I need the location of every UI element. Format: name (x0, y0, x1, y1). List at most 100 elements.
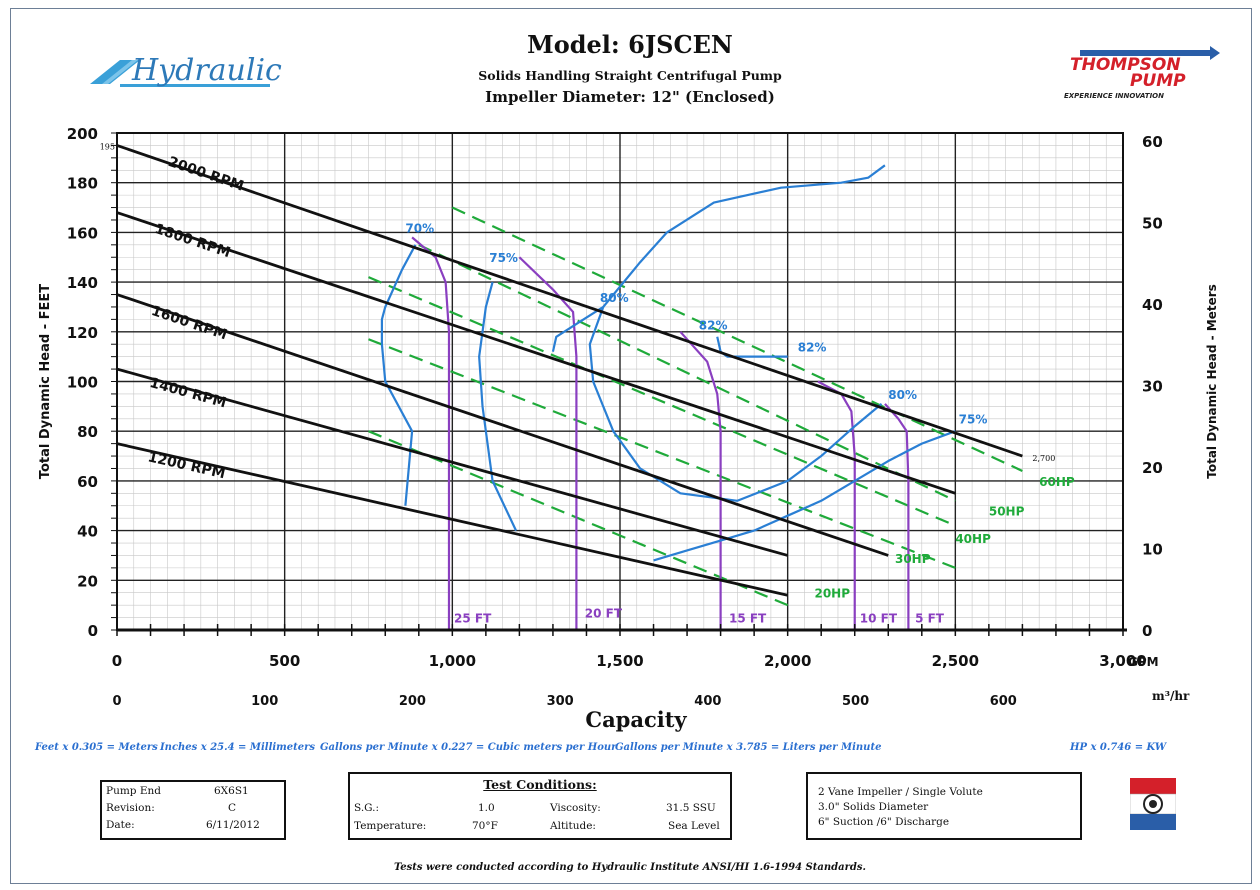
y2-tick-label: 30 (1142, 378, 1163, 396)
npsh-curve-label: 20 FT (585, 607, 623, 621)
sg-label: S.G.: (354, 802, 380, 814)
temperature-value: 70°F (472, 820, 498, 832)
efficiency-curve (380, 244, 417, 506)
datasheet (10, 8, 1252, 884)
date-label: Date: (106, 819, 135, 831)
viscosity-value: 31.5 SSU (666, 802, 716, 814)
y-tick-label: 140 (67, 274, 98, 292)
thompson-pump-logo: THOMPSON PUMP EXPERIENCE INNOVATION (1064, 46, 1220, 100)
efficiency-curve (551, 164, 886, 352)
conversion-gpm-m3h: Gallons per Minute x 0.227 = Cubic meter… (320, 742, 617, 753)
model-title: Model: 6JSCEN (527, 30, 733, 59)
efficiency-curve-label: 75% (959, 413, 988, 427)
npsh-curve-label: 5 FT (915, 612, 945, 626)
y-tick-label: 160 (67, 224, 98, 242)
x-tick-label: 500 (269, 652, 300, 670)
rpm-curve-label: 2000 RPM (166, 154, 246, 195)
conversion-feet-meters: Feet x 0.305 = Meters (35, 742, 158, 753)
hp-curve-label: 50HP (989, 505, 1025, 519)
rpm-curve-label: 1400 RPM (148, 375, 228, 412)
hp-curve (368, 338, 956, 569)
hp-curve-label: 60HP (1039, 475, 1075, 489)
hp-curve (451, 206, 1023, 472)
temperature-label: Temperature: (354, 820, 427, 832)
efficiency-curve (588, 306, 883, 502)
impeller-diameter: Impeller Diameter: 12" (Enclosed) (485, 88, 775, 106)
thompson-logo-line2: PUMP (1130, 71, 1186, 91)
x2-tick-label: 100 (251, 694, 278, 709)
x-tick-label: 1,000 (429, 652, 476, 670)
conversion-inches-mm: Inches x 25.4 = Millimeters (160, 742, 316, 753)
rpm-curve (116, 293, 889, 557)
pump-notes-box: 2 Vane Impeller / Single Volute 3.0" Sol… (806, 772, 1082, 840)
efficiency-curve-label: 70% (405, 221, 434, 235)
rpm-curve-label: 1800 RPM (153, 221, 233, 261)
x2-axis-unit: m³/hr (1152, 689, 1190, 703)
hp-curve-label: 40HP (955, 532, 991, 546)
x-tick-label: 2,000 (764, 652, 811, 670)
efficiency-curve (478, 281, 518, 532)
y2-tick-label: 10 (1142, 541, 1163, 559)
annotation-label: 195 (100, 142, 115, 151)
efficiency-curves (380, 164, 956, 562)
revision-value: C (228, 802, 237, 814)
y2-tick-label: 60 (1142, 133, 1163, 151)
test-conditions-box: Test Conditions: S.G.: 1.0 Viscosity: 31… (348, 772, 732, 840)
rpm-curve (116, 144, 1023, 458)
altitude-label: Altitude: (550, 820, 596, 832)
pump-end-value: 6X6S1 (214, 785, 249, 797)
npsh-curve-label: 25 FT (454, 612, 492, 626)
x2-tick-label: 400 (694, 694, 721, 709)
npsh-curve (411, 236, 451, 630)
notes-line-impeller: 2 Vane Impeller / Single Volute (818, 786, 983, 798)
y-tick-label: 100 (67, 374, 98, 392)
hp-curve-label: 20HP (814, 587, 850, 601)
x-axis-title: Capacity (585, 707, 687, 732)
y2-tick-label: 20 (1142, 459, 1163, 477)
y2-tick-label: 40 (1142, 296, 1163, 314)
standards-footnote: Tests were conducted according to Hydrau… (394, 862, 866, 873)
pump-subtitle: Solids Handling Straight Centrifugal Pum… (478, 68, 782, 83)
conversion-gpm-lpm: Gallons per Minute x 3.785 = Liters per … (615, 742, 882, 753)
y-tick-label: 180 (67, 175, 98, 193)
x-tick-label: 2,500 (932, 652, 979, 670)
hp-curve (368, 276, 956, 527)
altitude-value: Sea Level (668, 820, 720, 832)
npsh-curve (518, 256, 578, 630)
npsh-curve (884, 403, 910, 630)
pump-performance-chart: 195 2,700 60HP 50HP 40HP 30HP 20HP 25 FT 20 FT 15… (38, 125, 1219, 732)
x-tick-label: 1,500 (596, 652, 643, 670)
notes-line-suction: 6" Suction /6" Discharge (818, 816, 950, 828)
pump-end-box: Pump End 6X6S1 Revision: C Date: 6/11/20… (100, 780, 286, 840)
efficiency-curve-label: 80% (888, 388, 917, 402)
hydraulic-institute-logo: Hydraulic (90, 53, 282, 88)
x-tick-label: 0 (112, 652, 122, 670)
x2-tick-label: 500 (842, 694, 869, 709)
rpm-curve (116, 367, 789, 557)
thompson-logo-tagline: EXPERIENCE INNOVATION (1064, 92, 1164, 100)
y-tick-label: 120 (67, 324, 98, 342)
date-value: 6/11/2012 (206, 819, 260, 831)
annotation-label: 2,700 (1032, 454, 1055, 463)
pump-end-label: Pump End (106, 785, 161, 797)
y-tick-label: 60 (77, 473, 98, 491)
curve-labels: 195 2,700 60HP 50HP 40HP 30HP 20HP 25 FT 20 FT 15… (100, 142, 1075, 625)
efficiency-curve (653, 430, 956, 562)
efficiency-curve-label: 82% (798, 341, 827, 355)
rpm-curve-label: 1600 RPM (149, 303, 229, 343)
y-tick-label: 80 (77, 423, 98, 441)
rpm-curve (116, 211, 956, 495)
y2-tick-label: 50 (1142, 215, 1163, 233)
efficiency-curve-label: 82% (699, 318, 728, 332)
npsh-curve-label: 15 FT (729, 612, 767, 626)
rpm-curves (116, 144, 1023, 597)
revision-label: Revision: (106, 802, 155, 814)
certification-badge (1130, 778, 1176, 830)
rpm-curve (116, 442, 788, 597)
viscosity-label: Viscosity: (550, 802, 601, 814)
y-axis-title-left: Total Dynamic Head - FEET (38, 284, 53, 479)
efficiency-curve-label: 80% (600, 291, 629, 305)
efficiency-curve-label: 75% (489, 251, 518, 265)
hp-curve (368, 430, 789, 607)
y-tick-label: 0 (88, 622, 98, 640)
